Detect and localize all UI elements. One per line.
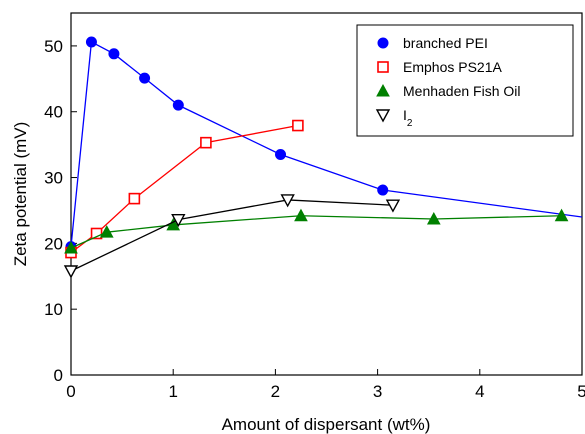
- x-tick-label: 1: [168, 382, 177, 401]
- legend-label: branched PEI: [403, 35, 488, 51]
- data-point: [280, 194, 295, 208]
- legend-marker: [376, 83, 390, 97]
- y-tick-label: 30: [44, 169, 63, 188]
- series-4: [63, 194, 401, 279]
- series-layer: [63, 36, 582, 279]
- data-point: [64, 240, 78, 254]
- y-tick-label: 40: [44, 103, 63, 122]
- legend-entry: branched PEI: [377, 35, 488, 51]
- legend-entry: Emphos PS21A: [377, 59, 502, 75]
- y-tick-label: 0: [54, 366, 63, 385]
- legend-label: Menhaden Fish Oil: [403, 83, 521, 99]
- legend-marker: [377, 61, 389, 73]
- data-point: [426, 211, 441, 225]
- data-point: [128, 192, 141, 205]
- data-point: [292, 119, 304, 132]
- series-3: [64, 208, 569, 254]
- legend-entry: Menhaden Fish Oil: [376, 83, 521, 99]
- y-tick-label: 20: [44, 234, 63, 253]
- x-tick-label: 2: [271, 382, 280, 401]
- data-point: [166, 217, 181, 231]
- data-point: [139, 72, 151, 84]
- y-tick-label: 50: [44, 37, 63, 56]
- legend-marker: [377, 37, 389, 49]
- data-point: [294, 208, 308, 222]
- legend-label-subscript: 2: [407, 118, 413, 129]
- legend: branched PEI Emphos PS21A Menhaden Fish Oi…: [356, 24, 574, 137]
- series-line: [71, 215, 562, 249]
- data-point: [172, 99, 184, 111]
- legend-label: I2: [403, 107, 413, 129]
- data-point: [275, 149, 287, 161]
- data-point: [99, 225, 114, 238]
- legend-label: Emphos PS21A: [403, 59, 502, 75]
- x-tick-label: 4: [475, 382, 484, 401]
- data-point: [554, 208, 569, 222]
- data-point: [171, 213, 186, 228]
- data-point: [200, 136, 212, 149]
- data-point: [377, 184, 389, 196]
- data-point: [108, 48, 120, 60]
- y-tick-label: 10: [44, 300, 63, 319]
- x-axis-label: Amount of dispersant (wt%): [222, 415, 431, 434]
- legend-entry: I2: [375, 107, 413, 129]
- data-point: [85, 36, 97, 48]
- plot-frame: [70, 12, 583, 376]
- legend-marker: [375, 109, 391, 123]
- x-tick-label: 3: [373, 382, 382, 401]
- x-tick-label: 5: [577, 382, 585, 401]
- series-line: [71, 199, 393, 272]
- data-point: [385, 199, 401, 213]
- data-point: [63, 265, 79, 279]
- y-axis-label: Zeta potential (mV): [11, 122, 30, 267]
- legend-box: [356, 24, 574, 137]
- x-tick-label: 0: [66, 382, 75, 401]
- data-point: [90, 227, 103, 240]
